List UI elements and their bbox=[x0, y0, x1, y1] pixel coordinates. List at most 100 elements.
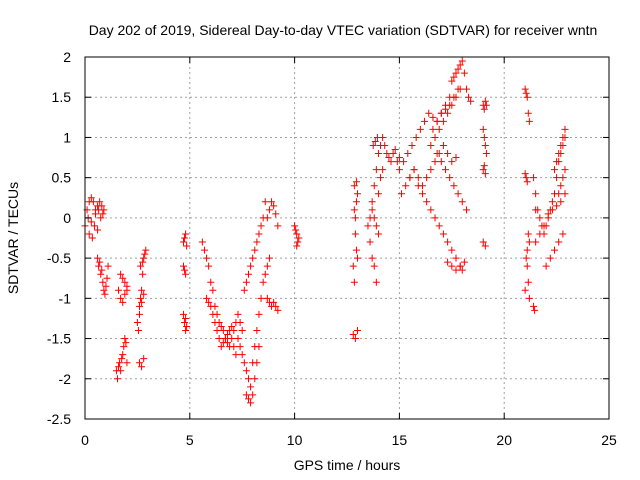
data-point bbox=[557, 198, 565, 206]
data-point bbox=[448, 246, 456, 254]
data-point bbox=[414, 182, 422, 190]
y-tick-label: -2 bbox=[59, 371, 72, 387]
data-point bbox=[423, 174, 431, 182]
data-point bbox=[140, 254, 148, 262]
data-point bbox=[120, 343, 128, 351]
data-point bbox=[247, 383, 255, 391]
data-point bbox=[211, 318, 219, 326]
data-point bbox=[431, 133, 439, 141]
data-point bbox=[532, 190, 540, 198]
data-point bbox=[448, 262, 456, 270]
data-point bbox=[104, 262, 112, 270]
data-point bbox=[523, 93, 531, 101]
data-point bbox=[87, 218, 95, 226]
data-point bbox=[444, 150, 452, 158]
data-point bbox=[293, 230, 301, 238]
plot-frame bbox=[84, 56, 610, 420]
data-point bbox=[349, 331, 357, 339]
data-point bbox=[350, 278, 358, 286]
data-point bbox=[523, 262, 531, 270]
data-point bbox=[205, 262, 213, 270]
data-point bbox=[542, 262, 550, 270]
data-point bbox=[96, 198, 104, 206]
data-point bbox=[236, 318, 244, 326]
data-point bbox=[353, 327, 361, 335]
x-tick-label: 0 bbox=[81, 432, 89, 448]
data-point bbox=[370, 262, 378, 270]
data-point bbox=[385, 154, 393, 162]
data-point bbox=[524, 109, 532, 117]
data-point bbox=[480, 105, 488, 113]
data-point bbox=[238, 327, 246, 335]
data-point bbox=[272, 302, 280, 310]
data-point bbox=[263, 262, 271, 270]
data-point bbox=[481, 97, 489, 105]
data-point bbox=[427, 141, 435, 149]
data-point bbox=[200, 246, 208, 254]
data-point bbox=[433, 150, 441, 158]
data-point bbox=[96, 258, 104, 266]
data-point bbox=[251, 246, 259, 254]
data-point bbox=[551, 246, 559, 254]
data-point bbox=[456, 85, 464, 93]
data-point bbox=[230, 343, 238, 351]
data-point bbox=[98, 202, 106, 210]
data-point bbox=[521, 85, 529, 93]
data-point bbox=[253, 327, 261, 335]
data-point bbox=[219, 339, 227, 347]
data-point bbox=[481, 242, 489, 250]
data-point bbox=[370, 182, 378, 190]
data-point bbox=[373, 133, 381, 141]
data-point bbox=[240, 359, 248, 367]
data-point bbox=[408, 141, 416, 149]
data-point bbox=[559, 174, 567, 182]
data-point bbox=[181, 234, 189, 242]
data-point bbox=[524, 278, 532, 286]
data-point bbox=[123, 359, 131, 367]
data-point bbox=[183, 242, 191, 250]
data-point bbox=[101, 290, 109, 298]
data-point bbox=[465, 93, 473, 101]
data-point bbox=[383, 150, 391, 158]
data-point bbox=[351, 214, 359, 222]
data-point bbox=[467, 97, 475, 105]
data-point bbox=[198, 238, 206, 246]
data-point bbox=[523, 178, 531, 186]
data-point bbox=[255, 343, 263, 351]
data-point bbox=[452, 93, 460, 101]
data-point bbox=[244, 375, 252, 383]
data-point bbox=[244, 270, 252, 278]
data-point bbox=[180, 262, 188, 270]
data-point bbox=[458, 57, 466, 65]
data-point bbox=[242, 391, 250, 399]
data-point bbox=[182, 327, 190, 335]
data-point bbox=[522, 254, 530, 262]
x-tick-label: 25 bbox=[601, 432, 617, 448]
data-point bbox=[531, 306, 539, 314]
data-point bbox=[481, 141, 489, 149]
data-point bbox=[456, 262, 464, 270]
data-point bbox=[400, 158, 408, 166]
data-point bbox=[88, 234, 96, 242]
data-point bbox=[135, 310, 143, 318]
data-point bbox=[352, 178, 360, 186]
data-point bbox=[555, 190, 563, 198]
data-point bbox=[134, 327, 142, 335]
data-point bbox=[234, 310, 242, 318]
data-point bbox=[247, 262, 255, 270]
data-point bbox=[480, 133, 488, 141]
data-point bbox=[402, 182, 410, 190]
data-point bbox=[557, 182, 565, 190]
data-point bbox=[540, 222, 548, 230]
data-point bbox=[352, 198, 360, 206]
data-point bbox=[180, 238, 188, 246]
data-point bbox=[530, 302, 538, 310]
data-point bbox=[555, 150, 563, 158]
data-point bbox=[270, 298, 278, 306]
data-point bbox=[369, 141, 377, 149]
data-point bbox=[99, 278, 107, 286]
data-point bbox=[525, 294, 533, 302]
data-point bbox=[414, 174, 422, 182]
data-point bbox=[448, 158, 456, 166]
data-point bbox=[525, 117, 533, 125]
